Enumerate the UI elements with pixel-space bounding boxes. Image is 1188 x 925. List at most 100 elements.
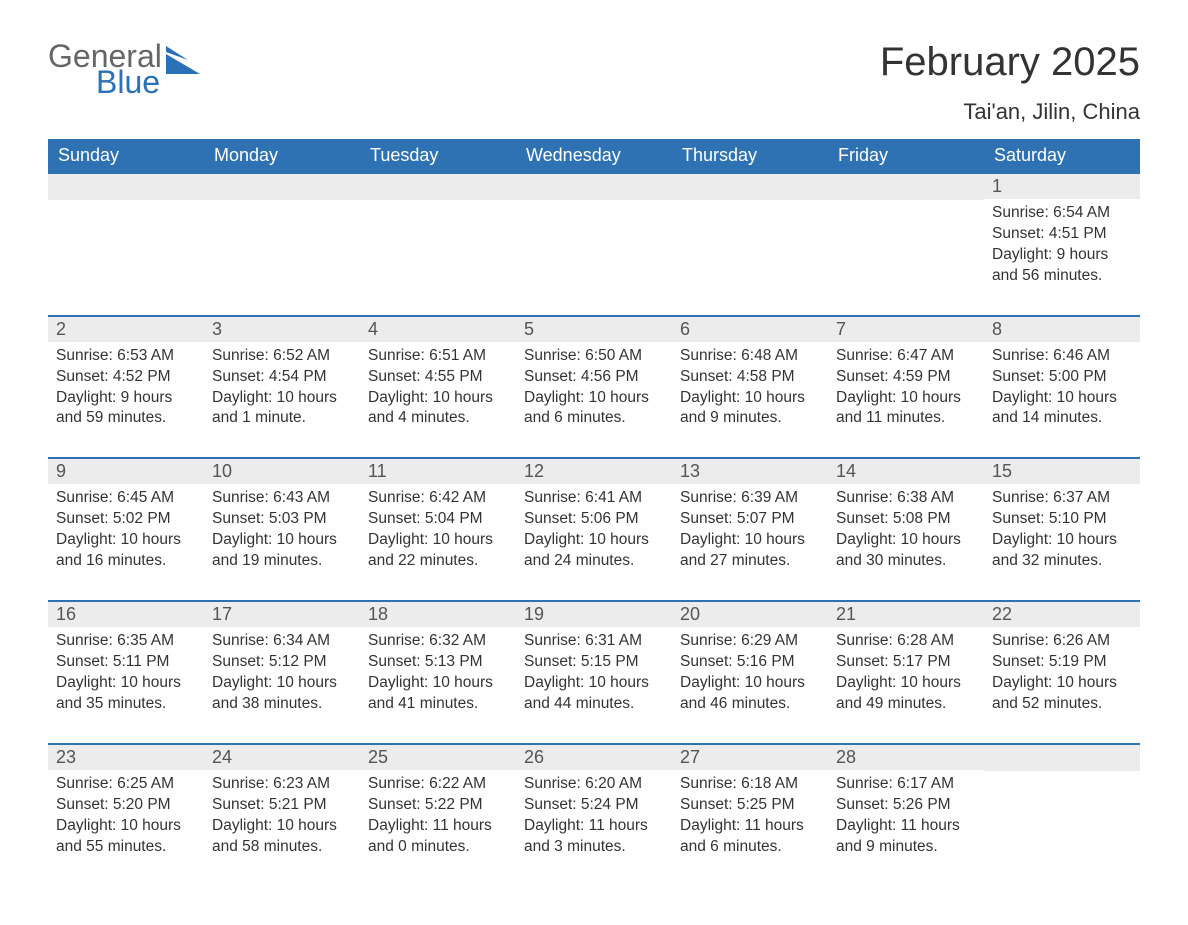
day-number: 27 [672, 745, 828, 770]
calendar-day-cell: 22Sunrise: 6:26 AMSunset: 5:19 PMDayligh… [984, 601, 1140, 744]
calendar-day-cell: 21Sunrise: 6:28 AMSunset: 5:17 PMDayligh… [828, 601, 984, 744]
weekday-header: Saturday [984, 139, 1140, 173]
day-details [984, 771, 1140, 861]
calendar-day-cell: 25Sunrise: 6:22 AMSunset: 5:22 PMDayligh… [360, 744, 516, 886]
day-details [516, 200, 672, 290]
calendar-table: Sunday Monday Tuesday Wednesday Thursday… [48, 139, 1140, 885]
sunset-text: Sunset: 5:13 PM [368, 652, 508, 673]
daylight-text: Daylight: 10 hours and 27 minutes. [680, 530, 820, 572]
sunrise-text: Sunrise: 6:43 AM [212, 488, 352, 509]
sunset-text: Sunset: 5:20 PM [56, 795, 196, 816]
day-details [828, 200, 984, 290]
sunrise-text: Sunrise: 6:18 AM [680, 774, 820, 795]
sunrise-text: Sunrise: 6:26 AM [992, 631, 1132, 652]
calendar-day-cell: 4Sunrise: 6:51 AMSunset: 4:55 PMDaylight… [360, 316, 516, 459]
sunrise-text: Sunrise: 6:34 AM [212, 631, 352, 652]
sunset-text: Sunset: 4:51 PM [992, 224, 1132, 245]
daylight-text: Daylight: 10 hours and 32 minutes. [992, 530, 1132, 572]
day-details [672, 200, 828, 290]
calendar-week-row: 23Sunrise: 6:25 AMSunset: 5:20 PMDayligh… [48, 744, 1140, 886]
daylight-text: Daylight: 10 hours and 44 minutes. [524, 673, 664, 715]
sunset-text: Sunset: 5:08 PM [836, 509, 976, 530]
day-number: 28 [828, 745, 984, 770]
day-number: 2 [48, 317, 204, 342]
sunrise-text: Sunrise: 6:17 AM [836, 774, 976, 795]
day-number: 26 [516, 745, 672, 770]
calendar-day-cell: 10Sunrise: 6:43 AMSunset: 5:03 PMDayligh… [204, 458, 360, 601]
sunset-text: Sunset: 4:55 PM [368, 367, 508, 388]
day-number: 11 [360, 459, 516, 484]
day-number: 10 [204, 459, 360, 484]
sunset-text: Sunset: 4:59 PM [836, 367, 976, 388]
sunset-text: Sunset: 5:17 PM [836, 652, 976, 673]
day-details: Sunrise: 6:32 AMSunset: 5:13 PMDaylight:… [360, 627, 516, 743]
day-details: Sunrise: 6:51 AMSunset: 4:55 PMDaylight:… [360, 342, 516, 458]
day-details: Sunrise: 6:48 AMSunset: 4:58 PMDaylight:… [672, 342, 828, 458]
daylight-text: Daylight: 10 hours and 9 minutes. [680, 388, 820, 430]
day-number: 9 [48, 459, 204, 484]
day-details: Sunrise: 6:34 AMSunset: 5:12 PMDaylight:… [204, 627, 360, 743]
day-number: 17 [204, 602, 360, 627]
calendar-day-cell: 14Sunrise: 6:38 AMSunset: 5:08 PMDayligh… [828, 458, 984, 601]
calendar-day-cell [672, 173, 828, 316]
calendar-week-row: 16Sunrise: 6:35 AMSunset: 5:11 PMDayligh… [48, 601, 1140, 744]
day-details: Sunrise: 6:28 AMSunset: 5:17 PMDaylight:… [828, 627, 984, 743]
weekday-header: Sunday [48, 139, 204, 173]
calendar-day-cell: 6Sunrise: 6:48 AMSunset: 4:58 PMDaylight… [672, 316, 828, 459]
day-details: Sunrise: 6:26 AMSunset: 5:19 PMDaylight:… [984, 627, 1140, 743]
weekday-header: Monday [204, 139, 360, 173]
logo-flag-icon [166, 46, 200, 74]
sunrise-text: Sunrise: 6:20 AM [524, 774, 664, 795]
logo: General Blue [48, 40, 200, 98]
calendar-day-cell: 12Sunrise: 6:41 AMSunset: 5:06 PMDayligh… [516, 458, 672, 601]
daylight-text: Daylight: 10 hours and 46 minutes. [680, 673, 820, 715]
sunset-text: Sunset: 5:12 PM [212, 652, 352, 673]
sunrise-text: Sunrise: 6:32 AM [368, 631, 508, 652]
day-details: Sunrise: 6:46 AMSunset: 5:00 PMDaylight:… [984, 342, 1140, 458]
day-details: Sunrise: 6:45 AMSunset: 5:02 PMDaylight:… [48, 484, 204, 600]
calendar-day-cell: 9Sunrise: 6:45 AMSunset: 5:02 PMDaylight… [48, 458, 204, 601]
sunrise-text: Sunrise: 6:35 AM [56, 631, 196, 652]
sunrise-text: Sunrise: 6:47 AM [836, 346, 976, 367]
day-number: 20 [672, 602, 828, 627]
sunrise-text: Sunrise: 6:51 AM [368, 346, 508, 367]
daylight-text: Daylight: 10 hours and 24 minutes. [524, 530, 664, 572]
day-number [984, 745, 1140, 771]
calendar-day-cell: 5Sunrise: 6:50 AMSunset: 4:56 PMDaylight… [516, 316, 672, 459]
calendar-day-cell [48, 173, 204, 316]
sunset-text: Sunset: 5:26 PM [836, 795, 976, 816]
location: Tai'an, Jilin, China [880, 99, 1140, 125]
sunset-text: Sunset: 5:16 PM [680, 652, 820, 673]
calendar-page: General Blue February 2025 Tai'an, Jilin… [0, 0, 1188, 925]
day-number [360, 174, 516, 200]
calendar-week-row: 1Sunrise: 6:54 AMSunset: 4:51 PMDaylight… [48, 173, 1140, 316]
day-details [204, 200, 360, 290]
sunrise-text: Sunrise: 6:28 AM [836, 631, 976, 652]
day-details: Sunrise: 6:31 AMSunset: 5:15 PMDaylight:… [516, 627, 672, 743]
calendar-week-row: 2Sunrise: 6:53 AMSunset: 4:52 PMDaylight… [48, 316, 1140, 459]
sunrise-text: Sunrise: 6:48 AM [680, 346, 820, 367]
sunset-text: Sunset: 5:22 PM [368, 795, 508, 816]
day-details [360, 200, 516, 290]
calendar-day-cell: 20Sunrise: 6:29 AMSunset: 5:16 PMDayligh… [672, 601, 828, 744]
day-details: Sunrise: 6:29 AMSunset: 5:16 PMDaylight:… [672, 627, 828, 743]
daylight-text: Daylight: 10 hours and 30 minutes. [836, 530, 976, 572]
sunrise-text: Sunrise: 6:31 AM [524, 631, 664, 652]
sunrise-text: Sunrise: 6:38 AM [836, 488, 976, 509]
sunrise-text: Sunrise: 6:25 AM [56, 774, 196, 795]
sunset-text: Sunset: 5:02 PM [56, 509, 196, 530]
sunset-text: Sunset: 5:10 PM [992, 509, 1132, 530]
daylight-text: Daylight: 10 hours and 6 minutes. [524, 388, 664, 430]
day-details: Sunrise: 6:17 AMSunset: 5:26 PMDaylight:… [828, 770, 984, 886]
day-details: Sunrise: 6:38 AMSunset: 5:08 PMDaylight:… [828, 484, 984, 600]
daylight-text: Daylight: 10 hours and 58 minutes. [212, 816, 352, 858]
sunset-text: Sunset: 5:21 PM [212, 795, 352, 816]
day-details: Sunrise: 6:54 AMSunset: 4:51 PMDaylight:… [984, 199, 1140, 315]
weekday-header: Tuesday [360, 139, 516, 173]
day-details: Sunrise: 6:53 AMSunset: 4:52 PMDaylight:… [48, 342, 204, 458]
calendar-day-cell: 1Sunrise: 6:54 AMSunset: 4:51 PMDaylight… [984, 173, 1140, 316]
day-number: 8 [984, 317, 1140, 342]
sunrise-text: Sunrise: 6:22 AM [368, 774, 508, 795]
day-number: 15 [984, 459, 1140, 484]
daylight-text: Daylight: 11 hours and 0 minutes. [368, 816, 508, 858]
